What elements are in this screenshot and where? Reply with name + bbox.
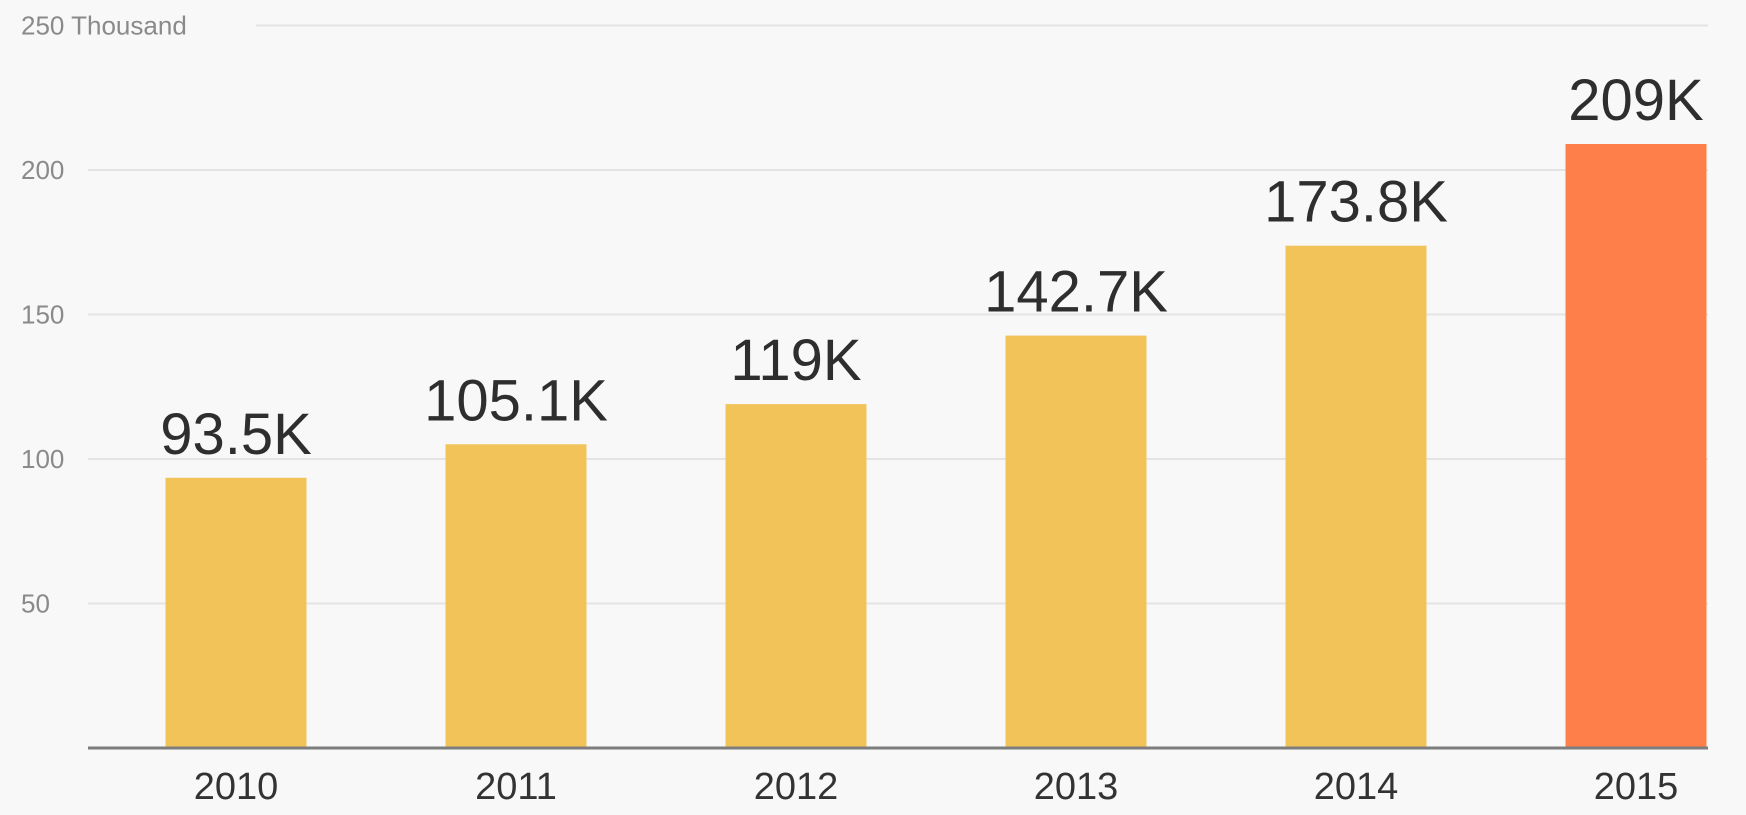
bar-2012 bbox=[725, 404, 867, 748]
y-tick-label-100: 100 bbox=[21, 444, 64, 474]
bar-2013 bbox=[1005, 335, 1147, 748]
bar-2011 bbox=[445, 444, 587, 748]
data-label-2011: 105.1K bbox=[424, 368, 608, 433]
y-tick-label-150: 150 bbox=[21, 300, 64, 330]
x-tick-label-2013: 2013 bbox=[1034, 766, 1119, 808]
x-tick-label-2014: 2014 bbox=[1314, 766, 1399, 808]
x-tick-label-2010: 2010 bbox=[194, 766, 279, 808]
bar-2014 bbox=[1285, 245, 1427, 748]
grid-lines bbox=[88, 24, 1708, 605]
data-label-2013: 142.7K bbox=[984, 260, 1168, 325]
bar-2010 bbox=[165, 477, 307, 748]
y-tick-label-250: 250 Thousand bbox=[21, 11, 187, 41]
x-tick-label-2015: 2015 bbox=[1594, 766, 1679, 808]
data-label-2010: 93.5K bbox=[160, 402, 312, 467]
bars bbox=[165, 143, 1707, 749]
y-tick-label-50: 50 bbox=[21, 589, 50, 619]
y-axis-ticks: 50 100 150 200 250 Thousand bbox=[21, 11, 187, 619]
data-label-2015: 209K bbox=[1568, 68, 1704, 133]
data-labels: 93.5K 105.1K 119K 142.7K 173.8K 209K bbox=[160, 68, 1704, 467]
x-axis-labels: 2010 2011 2012 2013 2014 2015 bbox=[194, 766, 1679, 808]
x-tick-label-2011: 2011 bbox=[475, 766, 557, 808]
bar-2015 bbox=[1565, 143, 1707, 749]
data-label-2012: 119K bbox=[730, 328, 861, 393]
data-label-2014: 173.8K bbox=[1264, 170, 1448, 235]
y-tick-label-200: 200 bbox=[21, 155, 64, 185]
x-tick-label-2012: 2012 bbox=[754, 766, 839, 808]
